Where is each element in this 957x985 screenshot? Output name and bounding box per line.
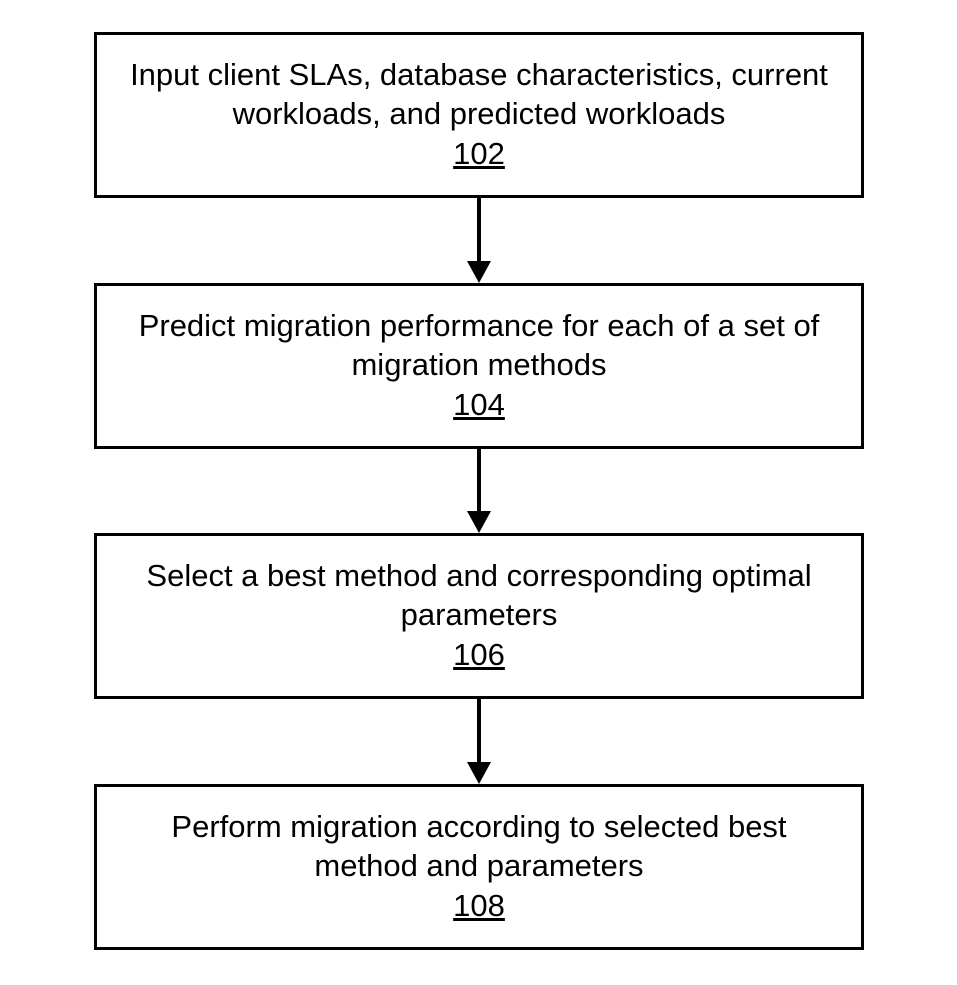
arrow-head-icon bbox=[467, 511, 491, 533]
arrow-head-icon bbox=[467, 762, 491, 784]
flow-node-ref: 104 bbox=[453, 386, 505, 425]
arrow-shaft bbox=[477, 198, 481, 263]
flow-node-ref: 102 bbox=[453, 135, 505, 174]
flow-node-label: Input client SLAs, database characterist… bbox=[117, 56, 841, 134]
arrow-shaft bbox=[477, 699, 481, 764]
flow-node-input: Input client SLAs, database characterist… bbox=[94, 32, 864, 198]
flow-node-label: Select a best method and corresponding o… bbox=[117, 557, 841, 635]
flow-node-ref: 106 bbox=[453, 636, 505, 675]
flow-node-label: Predict migration performance for each o… bbox=[117, 307, 841, 385]
flow-node-perform: Perform migration according to selected … bbox=[94, 784, 864, 950]
flow-node-ref: 108 bbox=[453, 887, 505, 926]
flow-arrow bbox=[467, 198, 491, 283]
arrow-head-icon bbox=[467, 261, 491, 283]
arrow-shaft bbox=[477, 449, 481, 513]
flowchart-canvas: Input client SLAs, database characterist… bbox=[0, 0, 957, 985]
flow-arrow bbox=[467, 699, 491, 784]
flow-arrow bbox=[467, 449, 491, 533]
flow-node-select: Select a best method and corresponding o… bbox=[94, 533, 864, 699]
flow-node-predict: Predict migration performance for each o… bbox=[94, 283, 864, 449]
flow-node-label: Perform migration according to selected … bbox=[117, 808, 841, 886]
